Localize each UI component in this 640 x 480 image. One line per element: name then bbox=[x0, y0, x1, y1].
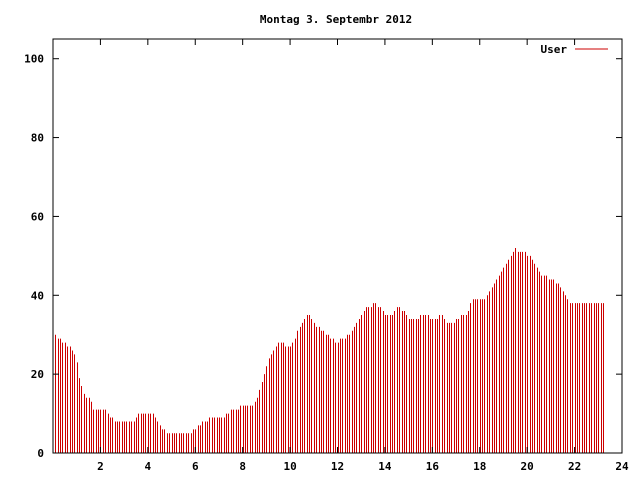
data-bars bbox=[55, 247, 604, 453]
x-axis-ticks: 2 4 6 8 10 12 14 16 18 20 22 24 bbox=[97, 39, 629, 473]
y-tick-label: 60 bbox=[31, 210, 44, 223]
y-tick-label: 20 bbox=[31, 368, 44, 381]
y-tick-label: 0 bbox=[37, 447, 44, 460]
x-tick-label: 8 bbox=[239, 460, 246, 473]
legend-label: User bbox=[541, 43, 568, 56]
y-tick-label: 80 bbox=[31, 132, 44, 145]
x-tick-label: 22 bbox=[568, 460, 581, 473]
x-tick-label: 20 bbox=[521, 460, 534, 473]
x-tick-label: 14 bbox=[378, 460, 392, 473]
x-tick-label: 12 bbox=[331, 460, 344, 473]
x-tick-label: 16 bbox=[426, 460, 440, 473]
x-tick-label: 18 bbox=[473, 460, 486, 473]
y-axis-ticks: 0 20 40 60 80 100 bbox=[24, 53, 622, 460]
chart-title: Montag 3. Septembr 2012 bbox=[260, 13, 412, 26]
legend: User bbox=[541, 43, 608, 56]
x-tick-label: 10 bbox=[283, 460, 296, 473]
x-tick-label: 2 bbox=[97, 460, 104, 473]
x-tick-label: 6 bbox=[192, 460, 199, 473]
y-tick-label: 100 bbox=[24, 53, 44, 66]
x-tick-label: 24 bbox=[615, 460, 629, 473]
y-tick-label: 40 bbox=[31, 289, 44, 302]
x-tick-label: 4 bbox=[145, 460, 152, 473]
plot-border bbox=[52, 38, 623, 454]
